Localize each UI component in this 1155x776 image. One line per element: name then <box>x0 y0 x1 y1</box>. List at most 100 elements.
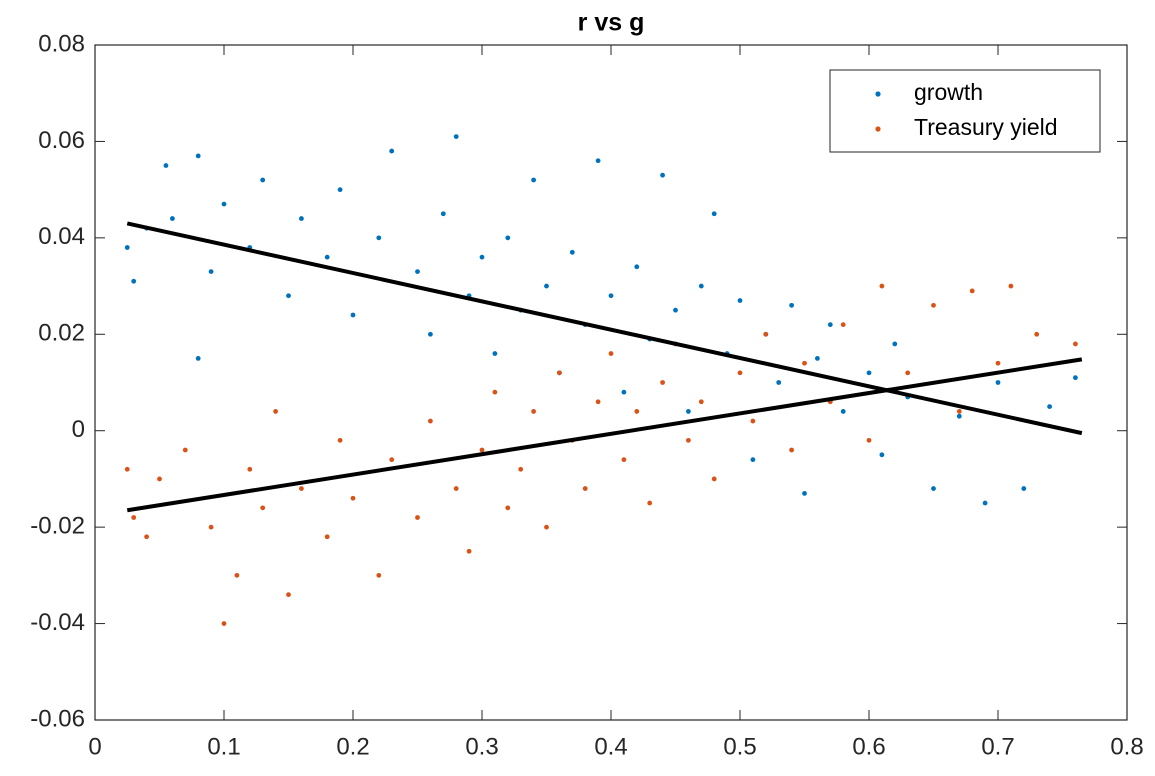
scatter-point <box>415 515 420 520</box>
scatter-point <box>608 293 614 299</box>
legend-box <box>829 69 1101 153</box>
x-tick-label: 0.2 <box>336 733 369 760</box>
scatter-point <box>879 283 885 289</box>
scatter-point <box>505 235 511 241</box>
plot-area <box>124 134 1083 626</box>
fit-line <box>126 357 1083 513</box>
scatter-point <box>182 447 188 453</box>
scatter-point <box>163 163 169 168</box>
scatter-point <box>350 312 356 318</box>
scatter-point <box>221 201 227 207</box>
scatter-point <box>208 524 214 530</box>
scatter-point <box>131 515 137 520</box>
scatter-point <box>969 288 975 294</box>
scatter-point <box>157 476 162 482</box>
scatter-point <box>1073 341 1078 347</box>
scatter-point <box>647 500 653 506</box>
scatter-point <box>505 505 511 511</box>
scatter-point <box>634 264 640 270</box>
scatter-point <box>621 457 627 463</box>
x-tick-label: 0.8 <box>1110 733 1143 760</box>
scatter-point <box>195 153 201 159</box>
fit-line <box>126 221 1083 436</box>
scatter-point <box>686 437 691 443</box>
scatter-point <box>428 331 433 337</box>
scatter-point <box>273 409 278 414</box>
scatter-point <box>789 447 794 453</box>
scatter-point <box>660 380 665 385</box>
scatter-point <box>376 572 382 578</box>
scatter-point <box>350 495 356 501</box>
scatter-point <box>544 283 549 289</box>
scatter-point <box>569 249 575 255</box>
scatter-point <box>982 500 988 506</box>
scatter-point <box>750 418 756 424</box>
scatter-point <box>324 534 330 540</box>
scatter-point <box>1047 404 1052 410</box>
legend-label: growth <box>914 79 983 105</box>
scatter-point <box>956 413 962 419</box>
scatter-point <box>776 380 782 385</box>
scatter-point <box>698 399 704 405</box>
y-tick-label: 0.08 <box>38 30 85 57</box>
y-tick-label: 0.02 <box>38 320 85 347</box>
scatter-point <box>789 302 794 308</box>
x-tick-label: 0.5 <box>723 733 756 760</box>
scatter-point <box>866 370 872 376</box>
scatter-point <box>544 524 549 530</box>
scatter-point <box>376 235 382 241</box>
x-tick-label: 0.6 <box>852 733 885 760</box>
scatter-point <box>299 216 304 221</box>
scatter-point <box>995 380 1001 385</box>
scatter-point <box>479 254 485 260</box>
scatter-point <box>802 360 807 366</box>
scatter-point <box>124 466 130 472</box>
scatter-point <box>621 389 627 395</box>
scatter-point <box>956 409 962 414</box>
scatter-point <box>170 216 175 221</box>
scatter-point <box>415 269 420 275</box>
scatter-point <box>324 254 330 260</box>
y-tick-label: -0.06 <box>30 705 85 732</box>
scatter-point <box>260 505 266 511</box>
scatter-point <box>208 269 214 275</box>
scatter-point <box>608 351 614 356</box>
scatter-point <box>737 298 743 303</box>
scatter-point <box>905 370 911 376</box>
x-tick-label: 0.7 <box>981 733 1014 760</box>
scatter-point <box>389 148 395 154</box>
scatter-point <box>763 331 769 337</box>
scatter-point <box>144 534 150 540</box>
y-tick-label: -0.04 <box>30 609 85 636</box>
scatter-point <box>286 592 291 598</box>
scatter-point <box>492 389 498 395</box>
scatter-point <box>131 278 137 284</box>
x-tick-label: 0 <box>88 733 101 760</box>
scatter-point <box>931 302 936 308</box>
scatter-point <box>221 621 227 626</box>
chart-title: r vs g <box>578 9 645 37</box>
y-tick-label: 0 <box>72 416 85 443</box>
scatter-point <box>389 457 395 463</box>
scatter-point <box>595 158 601 164</box>
scatter-point <box>827 322 833 328</box>
scatter-point <box>466 548 472 554</box>
scatter-point <box>840 409 846 414</box>
y-tick-label: 0.06 <box>38 127 85 154</box>
scatter-point <box>557 370 562 376</box>
legend-label: Treasury yield <box>914 114 1058 140</box>
legend-marker <box>875 91 881 97</box>
scatter-point <box>582 486 588 491</box>
scatter-point <box>879 452 885 458</box>
scatter-point <box>531 177 536 183</box>
scatter-point <box>711 211 717 217</box>
scatter-point <box>1073 375 1078 381</box>
scatter-point <box>595 399 601 405</box>
scatter-point <box>686 409 691 414</box>
x-tick-label: 0.3 <box>465 733 498 760</box>
scatter-point <box>337 187 343 193</box>
scatter-point <box>698 283 704 289</box>
y-tick-label: 0.04 <box>38 223 85 250</box>
scatter-point <box>892 341 898 347</box>
